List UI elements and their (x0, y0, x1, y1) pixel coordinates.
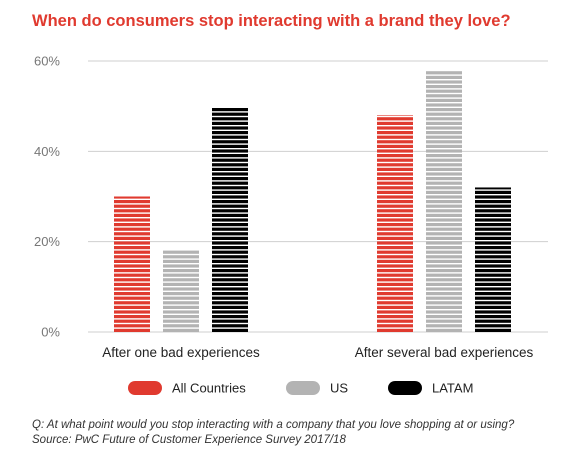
y-tick-label: 60% (34, 54, 60, 69)
chart-title: When do consumers stop interacting with … (32, 12, 511, 30)
category-label: After one bad experiences (102, 345, 260, 360)
legend-swatch (128, 381, 162, 395)
legend-label: US (330, 381, 348, 396)
bar-us-1 (426, 71, 462, 332)
bar-all-countries-0 (114, 196, 150, 332)
survey-source: Source: PwC Future of Customer Experienc… (32, 434, 346, 446)
y-tick-label: 20% (34, 234, 60, 249)
bar-us-0 (163, 250, 199, 332)
legend-swatch (388, 381, 422, 395)
bars (114, 71, 511, 332)
bar-latam-0 (212, 108, 248, 332)
y-tick-label: 0% (41, 325, 60, 340)
category-label: After several bad experiences (355, 345, 534, 360)
legend: All Countries US LATAM (128, 381, 473, 396)
legend-label: All Countries (172, 381, 246, 396)
footnote: Q: At what point would you stop interact… (32, 418, 514, 448)
y-axis: 0% 20% 40% 60% (34, 54, 60, 340)
legend-swatch (286, 381, 320, 395)
x-axis-categories: After one bad experiences After several b… (102, 345, 533, 360)
legend-label: LATAM (432, 381, 473, 396)
bar-latam-1 (475, 187, 511, 332)
y-tick-label: 40% (34, 144, 60, 159)
bar-all-countries-1 (377, 115, 413, 332)
survey-question: Q: At what point would you stop interact… (32, 419, 515, 431)
